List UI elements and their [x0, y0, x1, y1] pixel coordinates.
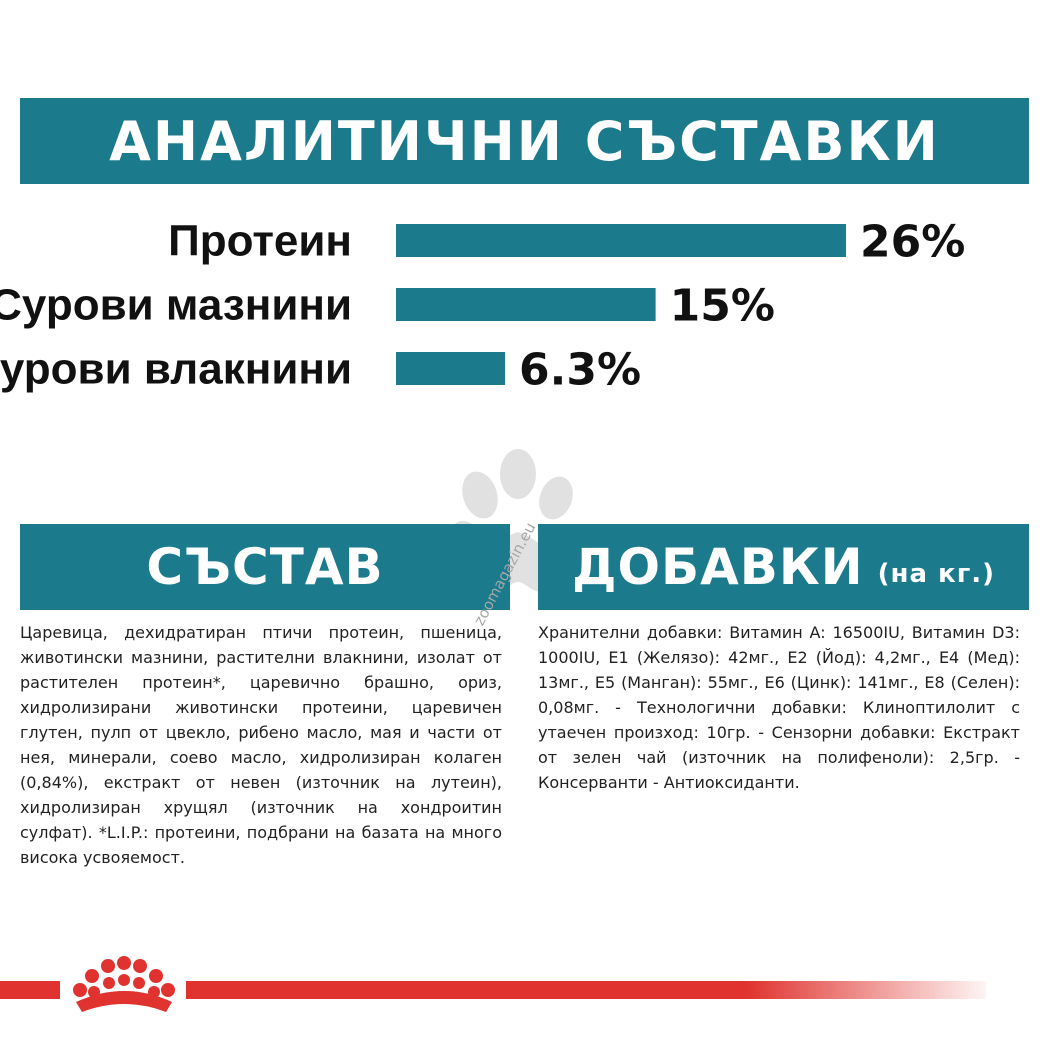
bar — [396, 352, 506, 385]
analytical-bar-chart: Протеин 26% Сурови мазнини 15% Сурови влакни… — [0, 217, 965, 396]
category-label: Протеин — [168, 217, 352, 266]
category-label: Сурови мазнини — [0, 281, 352, 330]
additives-subtitle: (на кг.) — [877, 559, 996, 589]
analytical-title: АНАЛИТИЧНИ СЪСТАВКИ — [109, 109, 940, 173]
category-label: Сурови влакнини — [0, 345, 352, 394]
value-label: 6.3% — [519, 345, 641, 396]
footer-line-left — [0, 981, 60, 999]
additives-text: Хранителни добавки: Витамин A: 16500IU, … — [538, 623, 1020, 792]
analytical-title-banner: АНАЛИТИЧНИ СЪСТАВКИ — [20, 98, 1029, 184]
composition-title-banner: СЪСТАВ — [20, 524, 510, 610]
footer-line-right — [186, 981, 986, 999]
additives-title-banner: ДОБАВКИ (на кг.) — [538, 524, 1029, 610]
bar — [396, 288, 656, 321]
bar — [396, 224, 846, 257]
value-label: 15% — [670, 281, 775, 332]
composition-text: Царевица, дехидратиран птичи протеин, пш… — [20, 623, 502, 867]
additives-title: ДОБАВКИ — [571, 538, 864, 596]
royal-canin-crown-logo — [73, 956, 175, 1012]
value-label: 26% — [860, 217, 965, 268]
composition-title: СЪСТАВ — [146, 538, 384, 596]
